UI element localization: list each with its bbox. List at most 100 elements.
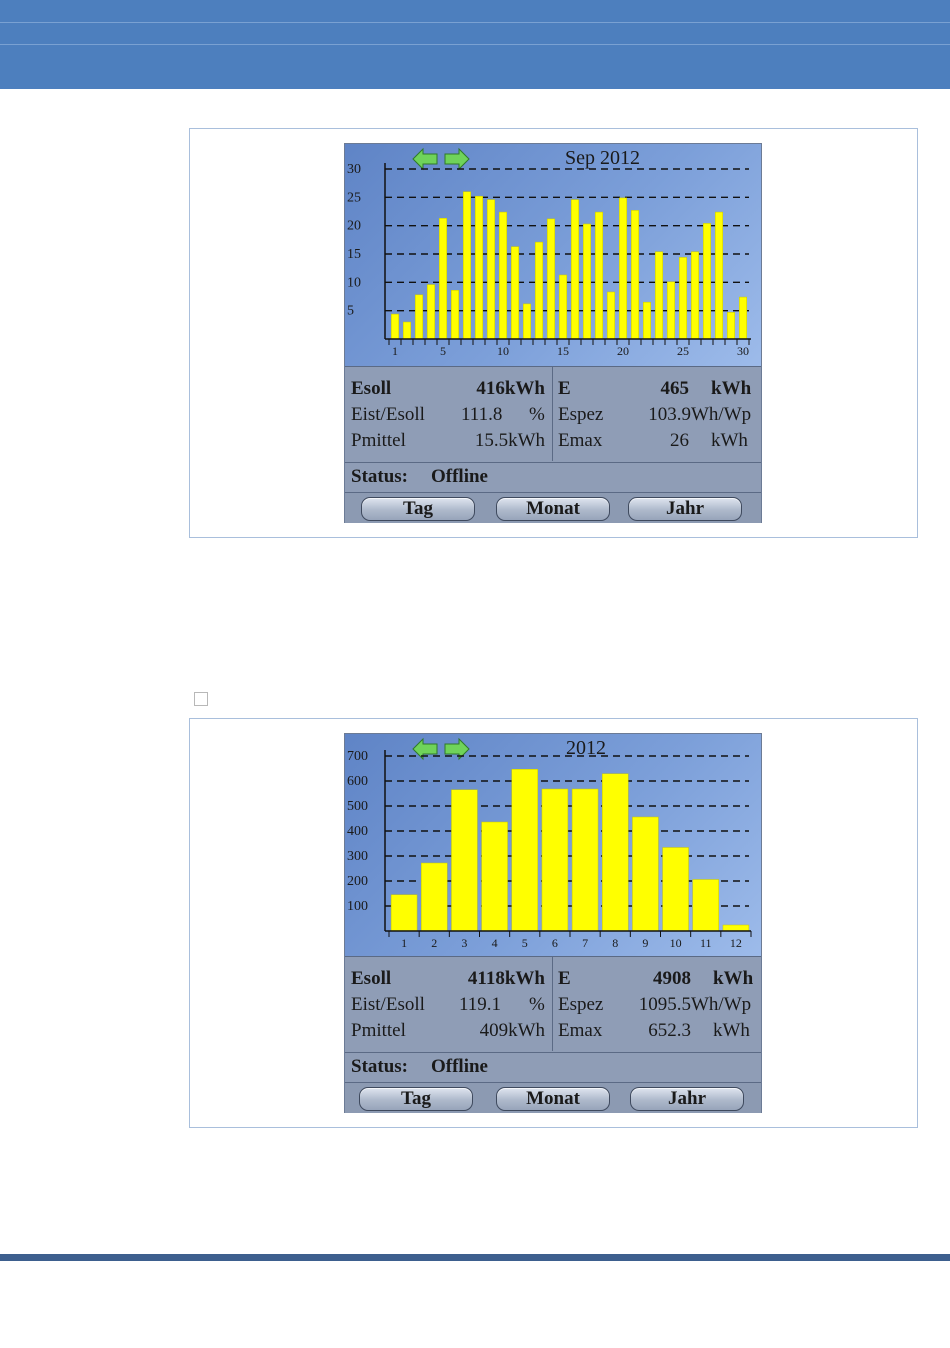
e-unit: kWh [713,968,754,989]
espez-label: Espez [558,994,604,1015]
chart-title: Sep 2012 [565,147,640,169]
x-tick-label: 7 [582,936,588,950]
pmittel-value: 409kWh [479,1020,545,1041]
emax-value: 26 [670,430,689,451]
bar [679,257,687,340]
bar [583,223,591,340]
tag-button[interactable]: Tag [359,1087,473,1111]
eist-esoll-unit: % [529,404,545,425]
bar [475,195,483,340]
stats-divider [552,957,553,1051]
x-tick-label: 12 [730,936,742,950]
monat-button[interactable]: Monat [496,497,610,521]
button-bar: Tag Monat Jahr [345,1082,761,1113]
bar [692,879,719,932]
bar [643,301,651,340]
e-value: 465 [660,378,690,399]
page-header-bar [0,0,950,89]
bar [667,281,675,340]
status-bar: Status: Offline [345,1052,761,1083]
jahr-button[interactable]: Jahr [628,497,742,521]
bar [602,773,629,932]
bar [427,284,435,340]
bar [619,197,627,340]
next-arrow-icon[interactable] [444,737,470,761]
header-stripe [0,44,950,45]
x-tick-label: 5 [522,936,528,950]
next-arrow-icon[interactable] [444,147,470,171]
chart-title: 2012 [566,737,606,759]
e-unit: kWh [711,378,752,399]
prev-arrow-icon[interactable] [412,147,438,171]
emax-label: Emax [558,1020,603,1041]
emax-label: Emax [558,430,603,451]
bar [451,290,459,340]
bar [487,199,495,340]
esoll-value: 416kWh [476,378,545,399]
y-tick-label: 200 [347,874,368,889]
pmittel-value: 15.5kWh [474,430,545,451]
chart-area-month: 5 10 15 20 25 30 1 5 10 15 20 25 30 Sep 2012 [345,144,761,366]
bar [499,211,507,340]
x-tick-label: 10 [670,936,682,950]
bar [511,246,519,340]
y-tick-label: 700 [347,749,368,764]
tag-button[interactable]: Tag [361,497,475,521]
bar [463,191,471,340]
y-tick-label: 20 [347,219,361,234]
espez-value: 103.9 [648,404,691,425]
x-tick-label: 1 [401,936,407,950]
x-tick-label: 9 [642,936,648,950]
y-tick-label: 5 [347,304,354,319]
y-tick-label: 400 [347,824,368,839]
bar [439,218,447,340]
screenshot-frame-year: 100 200 300 400 500 600 700 1 2 3 4 5 6 7 8 9 10 11 12 201… [189,718,918,1128]
bar [451,789,478,932]
status-value: Offline [431,466,488,487]
bar [739,296,747,340]
device-display-year: 100 200 300 400 500 600 700 1 2 3 4 5 6 7 8 9 10 11 12 201… [344,733,762,1113]
bar [421,862,448,932]
esoll-label: Esoll [351,968,392,989]
device-display-month: 5 10 15 20 25 30 1 5 10 15 20 25 30 Sep 2012 Esoll 4… [344,143,762,523]
y-tick-label: 100 [347,899,368,914]
emax-unit: kWh [713,1020,750,1041]
bar [607,291,615,340]
jahr-button[interactable]: Jahr [630,1087,744,1111]
eist-esoll-unit: % [529,994,545,1015]
y-tick-label: 600 [347,774,368,789]
x-tick-label: 30 [737,344,749,358]
checkbox[interactable] [194,692,208,706]
x-tick-label: 5 [440,344,446,358]
stats-panel: Esoll 4118kWh Eist/Esoll 119.1 % Pmittel… [345,956,761,1053]
bar [571,788,599,932]
y-tick-label: 30 [347,162,361,177]
y-tick-label: 25 [347,190,361,205]
x-tick-label: 10 [497,344,509,358]
header-stripe [0,22,950,23]
status-label: Status: [351,466,409,487]
y-tick-label: 300 [347,849,368,864]
x-tick-label: 1 [392,344,398,358]
pmittel-label: Pmittel [351,1020,406,1041]
x-tick-label: 3 [461,936,467,950]
bar [691,251,699,340]
bar [403,321,411,340]
bar [547,218,555,340]
monat-button[interactable]: Monat [496,1087,610,1111]
eist-esoll-label: Eist/Esoll [351,404,425,425]
prev-arrow-icon[interactable] [412,737,438,761]
esoll-label: Esoll [351,378,392,399]
y-tick-label: 10 [347,275,361,290]
x-tick-label: 15 [557,344,569,358]
bar [662,847,689,932]
chart-area-year: 100 200 300 400 500 600 700 1 2 3 4 5 6 7 8 9 10 11 12 201… [345,734,761,956]
e-value: 4908 [653,968,691,989]
eist-esoll-label: Eist/Esoll [351,994,425,1015]
x-tick-label: 4 [492,936,498,950]
button-bar: Tag Monat Jahr [345,492,761,523]
bar [631,210,639,340]
e-label: E [558,968,571,989]
x-tick-label: 6 [552,936,558,950]
